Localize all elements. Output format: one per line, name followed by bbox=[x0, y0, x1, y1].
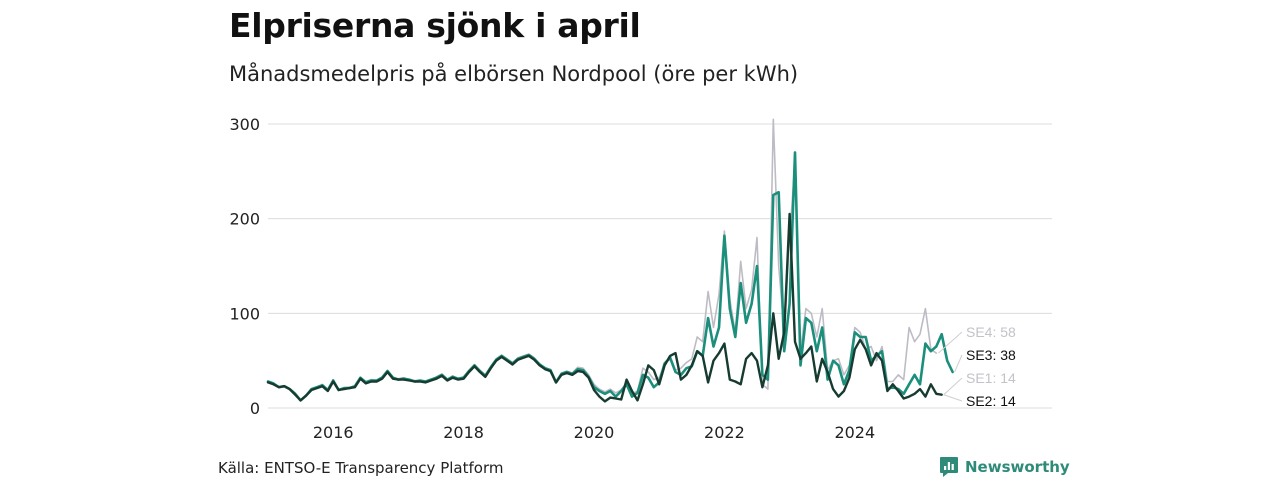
x-tick-label: 2016 bbox=[313, 423, 354, 442]
x-tick-label: 2018 bbox=[443, 423, 484, 442]
chart-title: Elpriserna sjönk i april bbox=[229, 6, 641, 45]
series-end-label: SE2: 14 bbox=[966, 393, 1016, 409]
y-tick-label: 100 bbox=[229, 304, 260, 323]
brand-name: Newsworthy bbox=[965, 458, 1070, 476]
series-end-label: SE1: 14 bbox=[966, 370, 1016, 386]
leader-line bbox=[943, 394, 963, 402]
brand-logo[interactable]: Newsworthy bbox=[939, 456, 1070, 478]
series-line-se3 bbox=[266, 151, 954, 402]
chart-subtitle: Månadsmedelpris på elbörsen Nordpool (ör… bbox=[229, 62, 799, 86]
y-tick-label: 200 bbox=[229, 210, 260, 229]
newsworthy-icon bbox=[940, 457, 958, 477]
y-tick-label: 0 bbox=[250, 399, 260, 418]
series-end-label: SE4: 58 bbox=[966, 324, 1016, 340]
series-line-se4 bbox=[267, 118, 938, 402]
leader-line bbox=[937, 331, 963, 354]
source-note: Källa: ENTSO-E Transparency Platform bbox=[218, 459, 504, 477]
x-tick-label: 2024 bbox=[834, 423, 875, 442]
leader-line bbox=[943, 377, 963, 396]
x-tick-label: 2022 bbox=[704, 423, 745, 442]
series-end-label: SE3: 38 bbox=[966, 347, 1016, 363]
y-tick-label: 300 bbox=[229, 115, 260, 134]
x-tick-label: 2020 bbox=[574, 423, 615, 442]
series-line-se2 bbox=[266, 212, 943, 403]
leader-line bbox=[954, 354, 963, 373]
